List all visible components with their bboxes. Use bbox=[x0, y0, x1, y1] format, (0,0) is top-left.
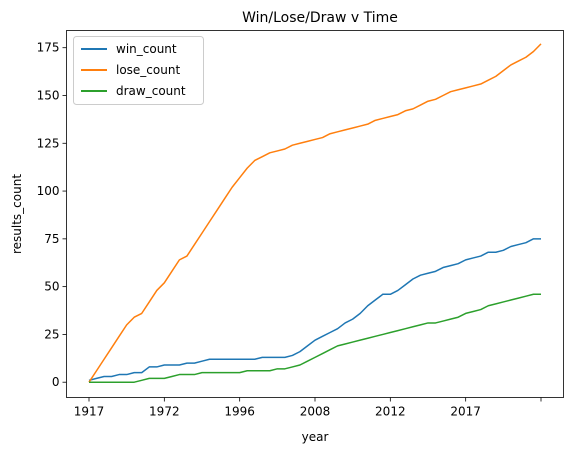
legend-label-win: win_count bbox=[116, 42, 177, 56]
x-tick-label: 1972 bbox=[149, 405, 180, 419]
y-tick-label: 75 bbox=[44, 232, 59, 246]
chart-title: Win/Lose/Draw v Time bbox=[242, 10, 398, 26]
y-tick-label: 125 bbox=[37, 136, 60, 150]
y-tick-label: 100 bbox=[37, 184, 60, 198]
plot-area bbox=[66, 30, 564, 398]
series-line-lose-count bbox=[88, 43, 542, 383]
y-tick-label: 175 bbox=[37, 41, 60, 55]
y-tick-label: 150 bbox=[37, 88, 60, 102]
y-axis-label: results_count bbox=[10, 174, 24, 254]
y-tick-label: 0 bbox=[52, 375, 60, 389]
y-tick-label: 25 bbox=[44, 327, 59, 341]
legend-label-lose: lose_count bbox=[116, 63, 180, 77]
x-tick-label: 2012 bbox=[375, 405, 406, 419]
series-line-win-count bbox=[88, 238, 541, 382]
x-tick-label: 1996 bbox=[224, 405, 255, 419]
y-tick-label: 50 bbox=[44, 280, 59, 294]
y-axis: 0 25 50 75 100 125 150 175 bbox=[37, 41, 67, 389]
legend-label-draw: draw_count bbox=[116, 84, 186, 98]
x-axis-label: year bbox=[302, 430, 329, 444]
x-axis: 1917 1972 1996 2008 2012 2017 bbox=[74, 397, 542, 419]
x-tick-label: 2008 bbox=[300, 405, 331, 419]
legend: win_count lose_count draw_count bbox=[73, 36, 204, 105]
series-layer bbox=[88, 43, 542, 383]
x-tick-label: 1917 bbox=[74, 405, 105, 419]
x-tick-label: 2017 bbox=[450, 405, 481, 419]
legend-box bbox=[73, 36, 204, 105]
series-line-draw-count bbox=[89, 293, 541, 383]
